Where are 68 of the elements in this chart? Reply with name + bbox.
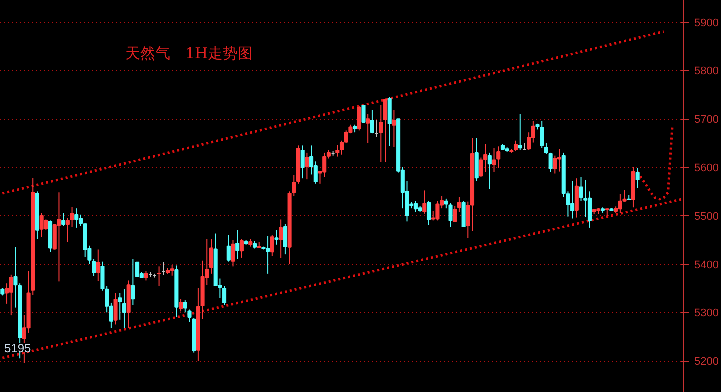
candlestick <box>226 234 231 262</box>
candlestick <box>457 196 462 213</box>
y-tick-label: 5200 <box>694 356 719 368</box>
candlestick <box>357 106 362 132</box>
candlestick <box>544 142 548 155</box>
y-tick-label: 5700 <box>694 114 719 126</box>
candlestick <box>118 292 122 320</box>
y-tick-label: 5500 <box>694 210 719 223</box>
candlestick <box>305 152 310 180</box>
candlestick <box>436 200 440 222</box>
candlestick <box>92 258 96 277</box>
candlestick <box>240 238 244 258</box>
candlestick <box>131 258 136 306</box>
candlestick <box>96 249 100 282</box>
candlestick <box>279 219 284 259</box>
text: 天然气 1H走势图 <box>126 44 254 62</box>
candlestick <box>548 152 553 173</box>
candlestick <box>518 114 522 151</box>
candlestick <box>14 246 18 308</box>
candlestick <box>336 144 340 158</box>
candlestick <box>231 240 236 268</box>
candlestick <box>492 148 496 173</box>
line-series <box>1 198 683 360</box>
candlestick <box>362 105 366 123</box>
candlestick <box>66 218 70 243</box>
candlestick <box>300 145 305 180</box>
candlestick <box>488 152 492 190</box>
candlestick <box>236 230 240 260</box>
y-tick-label: 5600 <box>694 162 719 174</box>
annotation: 5195 <box>4 342 32 356</box>
candlestick <box>448 202 453 228</box>
candlestick <box>553 155 558 174</box>
candlestick <box>157 266 162 287</box>
candlestick <box>426 200 432 226</box>
candlestick <box>222 286 227 306</box>
candlestick <box>379 104 384 163</box>
candlestick <box>588 191 592 228</box>
candlestick <box>122 288 127 329</box>
candlestick <box>422 190 427 214</box>
candlestick <box>209 238 214 274</box>
candlestick <box>514 140 518 152</box>
candlestick <box>170 264 174 276</box>
candlestick <box>392 110 396 148</box>
y-tick-label: 5900 <box>694 17 719 30</box>
candlestick <box>9 274 14 316</box>
candlestick <box>453 206 458 223</box>
candlestick <box>636 168 640 189</box>
candlestick <box>44 219 48 231</box>
candlestick <box>370 110 374 134</box>
candlestick <box>62 212 66 228</box>
candlestick <box>70 206 74 228</box>
candlestick <box>40 212 44 238</box>
candlestick <box>479 157 484 178</box>
candlestick <box>283 224 288 256</box>
candlestick <box>274 230 279 246</box>
y-tick-label: 5800 <box>694 66 719 78</box>
candlestick <box>74 208 79 228</box>
y-tick-label: 5300 <box>694 308 719 320</box>
candlestick <box>366 114 370 144</box>
candlestick <box>179 298 184 312</box>
y-tick-label: 5400 <box>694 259 719 272</box>
candlestick <box>144 270 148 282</box>
candlestick <box>136 262 140 278</box>
candlestick <box>57 192 62 282</box>
candlestick <box>383 98 388 163</box>
candlestick <box>270 234 274 258</box>
line-series <box>1 30 666 195</box>
candlestick <box>114 292 118 326</box>
